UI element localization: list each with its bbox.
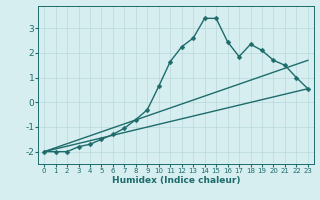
X-axis label: Humidex (Indice chaleur): Humidex (Indice chaleur) bbox=[112, 176, 240, 185]
